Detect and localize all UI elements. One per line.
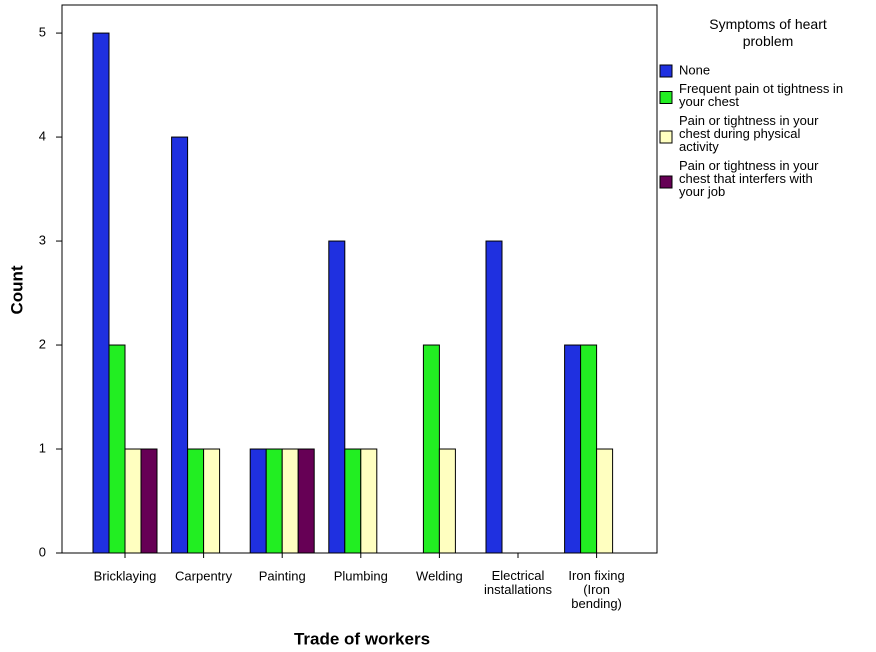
legend-swatch: [659, 64, 673, 78]
legend-label: Pain or tightness in your chest that inte…: [679, 158, 819, 199]
bar: [328, 240, 346, 554]
bar: [249, 448, 267, 554]
x-axis-title: Trade of workers: [294, 629, 430, 648]
y-tick-label: 1: [39, 440, 46, 455]
x-tick-label: Painting: [259, 568, 306, 583]
y-axis-title: Count: [7, 265, 26, 314]
bar: [171, 136, 189, 554]
bar: [596, 448, 614, 554]
bar: [344, 448, 362, 554]
bar: [564, 344, 582, 554]
bar: [580, 344, 598, 554]
bar: [203, 448, 221, 554]
y-tick-label: 4: [39, 128, 46, 143]
bar: [360, 448, 378, 554]
x-tick-label: Bricklaying: [94, 568, 157, 583]
legend-label: Pain or tightness in your chest during ph…: [679, 113, 819, 154]
legend-title: Symptoms of heart problem: [709, 16, 827, 49]
x-tick-label: Electrical installations: [484, 568, 552, 597]
bar: [92, 32, 110, 554]
bar: [422, 344, 440, 554]
bar: [187, 448, 205, 554]
y-tick-label: 0: [39, 544, 46, 559]
bar: [438, 448, 456, 554]
x-tick-label: Iron fixing (Iron bending): [568, 568, 624, 611]
x-tick-label: Carpentry: [175, 568, 233, 583]
bar: [265, 448, 283, 554]
bar: [281, 448, 299, 554]
y-tick-label: 3: [39, 232, 46, 247]
bar: [485, 240, 503, 554]
legend-swatch: [659, 175, 673, 189]
x-tick-label: Welding: [416, 568, 463, 583]
bar: [124, 448, 142, 554]
legend-label: Frequent pain ot tightness in your chest: [679, 81, 843, 109]
y-tick-label: 5: [39, 25, 46, 40]
y-tick-label: 2: [39, 336, 46, 351]
legend-swatch: [659, 130, 673, 144]
bar: [140, 448, 158, 554]
legend-swatch: [659, 91, 673, 104]
legend-label: None: [679, 62, 710, 77]
x-tick-label: Plumbing: [334, 568, 388, 583]
bar: [297, 448, 315, 554]
bar: [108, 344, 126, 554]
